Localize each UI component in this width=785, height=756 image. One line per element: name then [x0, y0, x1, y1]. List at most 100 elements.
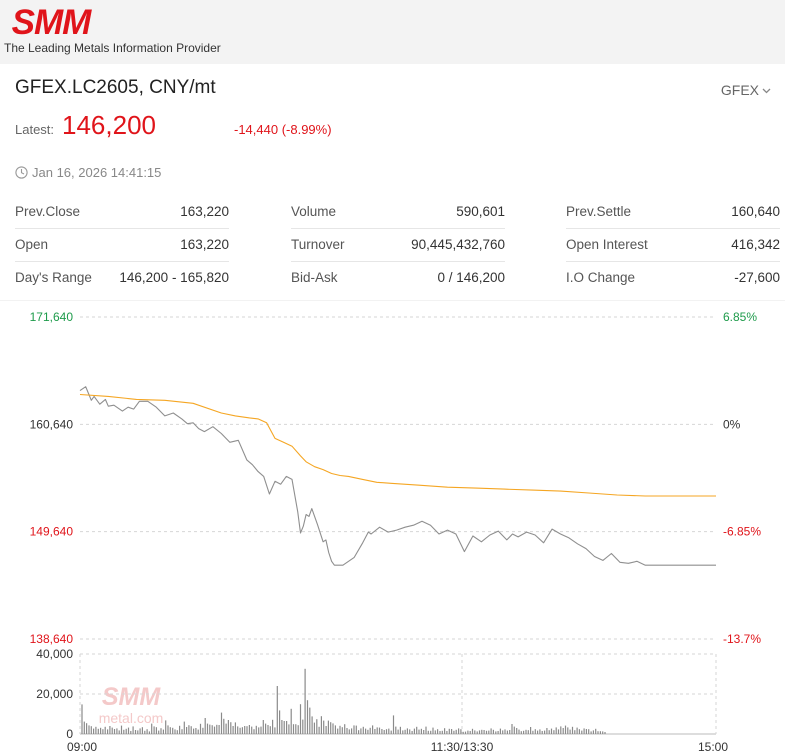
- volume-bar: [141, 727, 143, 734]
- volume-bar: [244, 726, 246, 734]
- volume-bar: [588, 729, 590, 734]
- volume-bar: [341, 727, 343, 734]
- volume-bar: [464, 731, 467, 734]
- stat-value: 0 / 146,200: [437, 270, 505, 285]
- volume-bar: [448, 728, 450, 734]
- stat-row: Volume 590,601: [291, 195, 505, 229]
- volume-bar: [413, 728, 415, 734]
- volume-bar: [581, 730, 583, 734]
- volume-bar: [420, 728, 422, 734]
- volume-bar: [137, 730, 139, 734]
- volume-bar: [411, 731, 413, 734]
- volume-bar: [557, 729, 560, 734]
- timestamp-text: Jan 16, 2026 14:41:15: [32, 165, 162, 180]
- volume-bar: [481, 729, 483, 734]
- volume-bar: [113, 729, 116, 734]
- volume-bar: [550, 728, 553, 734]
- volume-bar: [432, 727, 434, 734]
- volume-bar: [111, 727, 113, 734]
- volume-bar: [476, 731, 478, 734]
- volume-bar: [104, 726, 106, 734]
- volume-bar: [120, 725, 123, 734]
- volume-bar: [88, 725, 90, 734]
- volume-bar: [107, 729, 109, 734]
- volume-bar: [288, 724, 290, 734]
- volume-bar: [93, 728, 95, 734]
- volume-bar: [197, 729, 199, 734]
- volume-bar: [390, 730, 392, 734]
- volume-bar: [453, 730, 455, 734]
- volume-bar: [337, 728, 339, 734]
- volume-bar: [569, 729, 571, 734]
- page-title: GFEX.LC2605, CNY/mt: [15, 77, 216, 98]
- volume-bar: [118, 730, 120, 734]
- volume-bar: [199, 723, 202, 734]
- stat-label: Volume: [291, 204, 337, 219]
- volume-bar: [323, 720, 325, 734]
- left-tick-label: 149,640: [30, 525, 74, 539]
- stat-value: 416,342: [731, 237, 780, 252]
- volume-bar: [358, 730, 360, 734]
- volume-bar: [509, 730, 511, 734]
- intraday-chart[interactable]: SMM metal.com 171,640 6.85% 160,640 0% 149,6…: [0, 300, 785, 756]
- volume-bar: [313, 722, 315, 734]
- volume-bar: [490, 728, 492, 734]
- left-tick-label: 160,640: [30, 417, 74, 431]
- volume-bar: [441, 730, 443, 734]
- volume-bar: [320, 716, 322, 734]
- stat-label: Prev.Settle: [566, 204, 632, 219]
- volume-bar: [283, 721, 285, 734]
- volume-bar: [548, 730, 550, 734]
- volume-tick-label: 40,000: [36, 647, 73, 661]
- volume-bar: [86, 723, 88, 734]
- volume-bar: [158, 730, 160, 734]
- volume-bar: [132, 726, 134, 734]
- volume-bar: [130, 731, 132, 734]
- volume-bar: [127, 727, 130, 734]
- stat-value: 163,220: [180, 237, 229, 252]
- volume-bar: [155, 727, 157, 734]
- left-tick-label: 138,640: [30, 632, 74, 646]
- stat-row: Open Interest 416,342: [566, 228, 780, 262]
- exchange-selector[interactable]: GFEX: [721, 82, 771, 98]
- volume-bar: [467, 730, 469, 734]
- watermark-logo: SMM: [102, 683, 162, 711]
- average-price-line: [79, 393, 716, 497]
- volume-bar: [292, 724, 295, 734]
- volume-bar: [497, 731, 499, 734]
- volume-bar: [279, 710, 281, 734]
- volume-bar: [248, 725, 250, 734]
- stat-row: Day's Range 146,200 - 165,820: [15, 261, 229, 294]
- volume-bar: [488, 730, 490, 734]
- volume-bar: [209, 724, 211, 734]
- right-tick-label: -6.85%: [723, 525, 761, 539]
- volume-bar: [406, 728, 408, 734]
- volume-bar: [311, 716, 313, 734]
- volume-bar: [146, 729, 148, 734]
- volume-bar: [90, 726, 92, 734]
- volume-bar: [555, 727, 557, 734]
- volume-bar: [434, 730, 436, 734]
- volume-bar: [458, 728, 460, 734]
- volume-bar: [251, 726, 253, 734]
- volume-bar: [430, 730, 432, 734]
- smm-logo[interactable]: SMM: [4, 4, 98, 38]
- volume-bar: [365, 728, 367, 734]
- volume-bar: [504, 729, 506, 734]
- volume-bar: [83, 721, 85, 734]
- volume-bar: [446, 731, 448, 734]
- stat-row: Prev.Settle 160,640: [566, 195, 780, 229]
- clock-icon: [15, 166, 28, 179]
- volume-bar: [369, 727, 371, 734]
- volume-bar: [241, 727, 243, 734]
- volume-bar: [234, 722, 236, 734]
- volume-bar: [367, 729, 369, 734]
- volume-bar: [460, 729, 462, 734]
- latest-label: Latest:: [15, 122, 55, 137]
- volume-bar: [179, 725, 181, 734]
- volume-bar: [564, 725, 567, 734]
- volume-bar: [381, 729, 383, 734]
- volume-bar: [388, 728, 390, 734]
- time-tick-label: 11:30/13:30: [431, 740, 494, 754]
- stat-value: 163,220: [180, 204, 229, 219]
